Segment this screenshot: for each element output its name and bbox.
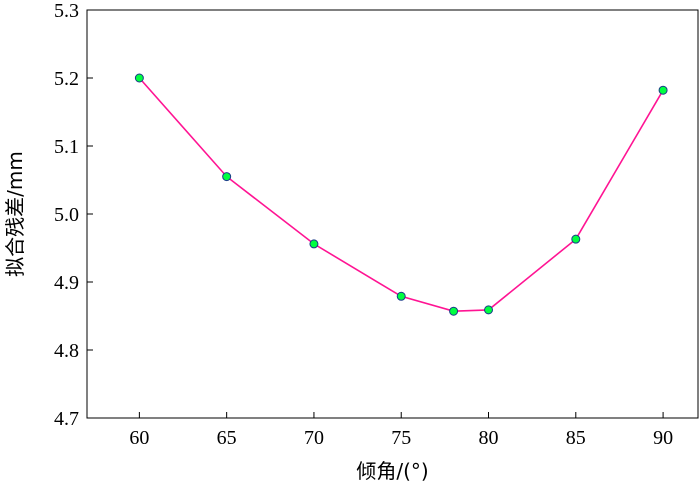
data-point <box>484 305 494 315</box>
x-tick-label: 65 <box>217 427 237 449</box>
x-tick-label: 80 <box>479 427 499 449</box>
x-axis-title: 倾角/(°) <box>356 459 428 483</box>
data-point <box>222 172 232 182</box>
x-tick-label: 60 <box>129 427 149 449</box>
plot-frame <box>86 9 699 419</box>
y-tick-label: 5.1 <box>54 136 79 158</box>
data-point <box>309 239 319 249</box>
series-layer <box>134 73 668 316</box>
data-point <box>134 73 144 83</box>
y-tick-label: 4.9 <box>54 272 79 294</box>
ticks-layer: 60 65 70 75 80 85 90 4.7 4.8 4.9 5.0 5.1 5.2 5.3 <box>54 0 673 449</box>
y-tick-label: 4.8 <box>54 340 79 362</box>
data-point <box>571 234 581 244</box>
x-tick-label: 85 <box>566 427 586 449</box>
y-tick-label: 5.0 <box>54 204 79 226</box>
x-tick-label: 75 <box>391 427 411 449</box>
y-tick-label: 5.3 <box>54 0 79 22</box>
y-tick-label: 5.2 <box>54 68 79 90</box>
x-tick-label: 90 <box>653 427 673 449</box>
data-point <box>658 85 668 95</box>
series-line <box>138 77 664 313</box>
data-point <box>449 306 459 316</box>
y-tick-label: 4.7 <box>54 408 79 430</box>
x-tick-label: 70 <box>304 427 324 449</box>
data-point <box>396 291 406 301</box>
y-axis-title: 拟合残差/mm <box>3 151 27 277</box>
